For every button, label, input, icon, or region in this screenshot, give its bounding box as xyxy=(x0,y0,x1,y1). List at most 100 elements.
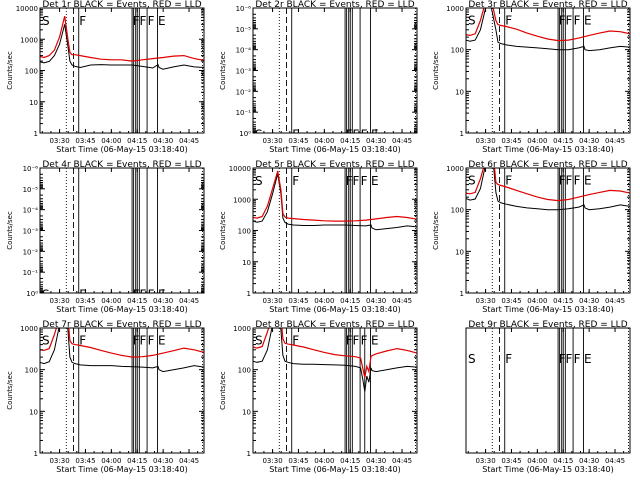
x-tick-label: 03:30 xyxy=(49,137,69,145)
x-tick-label: 03:45 xyxy=(288,137,308,145)
plot-area: S F FF F E xyxy=(468,328,629,453)
y-tick-label: 100 xyxy=(25,68,38,76)
y-tick-label: 1 xyxy=(247,290,251,298)
x-tick-label: 04:00 xyxy=(527,137,547,145)
plot-frame xyxy=(39,327,205,454)
x-tick-label: 04:00 xyxy=(101,137,121,145)
x-tick-label: 04:30 xyxy=(366,457,386,465)
x-tick-label: 04:30 xyxy=(579,457,599,465)
x-tick-label: 04:15 xyxy=(127,297,147,305)
y-tick-label: 10⁰ xyxy=(239,130,251,138)
y-tick-label: 10⁻² xyxy=(236,88,252,96)
marker-label: FF xyxy=(346,174,360,188)
marker-label: E xyxy=(158,287,166,301)
marker-label: S xyxy=(255,174,263,188)
y-tick-label: 10000 xyxy=(16,5,38,13)
marker-label: FF xyxy=(346,127,360,141)
y-tick-label: 10 xyxy=(29,408,38,416)
marker-label: FF xyxy=(559,352,573,366)
y-tick-label: 100 xyxy=(25,367,38,375)
marker-label: F xyxy=(361,127,368,141)
plot-area: S F FF F E xyxy=(466,168,630,293)
y-axis-label: Counts/sec xyxy=(6,211,14,250)
x-tick-label: 03:30 xyxy=(49,297,69,305)
x-axis-label: Start Time (06-May-15 03:18:40) xyxy=(56,145,187,154)
x-tick-label: 04:15 xyxy=(127,457,147,465)
series-events-line xyxy=(40,328,204,373)
series-lld-line xyxy=(40,15,204,62)
x-tick-label: 04:45 xyxy=(392,457,412,465)
x-tick-label: 04:15 xyxy=(340,297,360,305)
x-tick-label: 04:15 xyxy=(127,137,147,145)
marker-label: E xyxy=(584,173,592,187)
y-tick-label: 100 xyxy=(238,228,251,236)
x-axis-label: Start Time (06-May-15 03:18:40) xyxy=(482,145,613,154)
y-tick-label: 1 xyxy=(247,450,251,458)
marker-label: F xyxy=(361,174,368,188)
marker-label: F xyxy=(574,173,581,187)
x-tick-label: 04:00 xyxy=(527,457,547,465)
x-tick-label: 04:30 xyxy=(579,137,599,145)
x-tick-label: 03:30 xyxy=(49,457,69,465)
panel-title: Det 2r BLACK = Events, RED = LLD xyxy=(255,0,414,10)
y-tick-label: 1000 xyxy=(446,165,464,173)
series-lld-line xyxy=(253,328,417,378)
x-tick-label: 03:45 xyxy=(501,457,521,465)
plot-frame xyxy=(252,7,418,134)
x-tick-label: 03:45 xyxy=(501,137,521,145)
x-axis-label: Start Time (06-May-15 03:18:40) xyxy=(482,305,613,314)
y-tick-label: 10⁻⁵ xyxy=(23,186,39,194)
x-axis-label: Start Time (06-May-15 03:18:40) xyxy=(482,465,613,474)
y-tick-label: 1000 xyxy=(233,325,251,333)
plot-area: S F FF F E xyxy=(253,168,417,293)
x-tick-label: 04:45 xyxy=(605,137,625,145)
plot-frame xyxy=(252,167,418,294)
panel-title: Det 5r BLACK = Events, RED = LLD xyxy=(255,160,414,170)
marker-label: F xyxy=(79,333,86,347)
x-tick-label: 04:00 xyxy=(101,297,121,305)
x-tick-label: 04:15 xyxy=(553,457,573,465)
marker-label: F xyxy=(148,287,155,301)
plot-area: S F FF F E xyxy=(40,328,204,453)
y-tick-label: 1 xyxy=(460,290,464,298)
y-tick-label: 1 xyxy=(34,130,38,138)
marker-label: E xyxy=(584,352,592,366)
x-tick-label: 03:30 xyxy=(262,297,282,305)
x-tick-label: 04:30 xyxy=(153,137,173,145)
marker-label: S xyxy=(255,333,263,347)
marker-label: FF xyxy=(133,287,147,301)
y-axis-label: Counts/sec xyxy=(219,211,227,250)
series-events-line xyxy=(40,24,204,70)
marker-label: S xyxy=(42,287,50,301)
x-tick-label: 04:45 xyxy=(179,137,199,145)
x-tick-label: 04:00 xyxy=(527,297,547,305)
marker-label: F xyxy=(292,127,299,141)
y-tick-label: 10⁻³ xyxy=(23,228,39,236)
x-axis-label: Start Time (06-May-15 03:18:40) xyxy=(56,305,187,314)
y-tick-label: 10⁻⁶ xyxy=(23,165,39,173)
y-tick-label: 1 xyxy=(34,450,38,458)
y-tick-label: 10⁻¹ xyxy=(23,269,39,277)
marker-label: S xyxy=(42,14,50,28)
marker-label: E xyxy=(371,174,379,188)
marker-label: F xyxy=(148,14,155,28)
series-events-line xyxy=(466,8,630,52)
y-tick-label: 10⁻³ xyxy=(236,68,252,76)
plot-area: S F FF F E xyxy=(255,8,416,141)
series-events-line xyxy=(253,328,417,392)
plot-area: S F FF F E xyxy=(253,328,417,453)
plot-area: S F FF F E xyxy=(42,168,203,301)
marker-label: E xyxy=(371,333,379,347)
y-axis-label: Counts/sec xyxy=(219,371,227,410)
y-tick-label: 10 xyxy=(242,408,251,416)
x-tick-label: 03:45 xyxy=(75,457,95,465)
marker-label: S xyxy=(468,173,476,187)
x-tick-label: 03:45 xyxy=(75,137,95,145)
y-tick-label: 10⁻⁴ xyxy=(23,207,39,215)
panel-title: Det 8r BLACK = Events, RED = LLD xyxy=(255,320,414,330)
plot-frame xyxy=(39,167,205,294)
